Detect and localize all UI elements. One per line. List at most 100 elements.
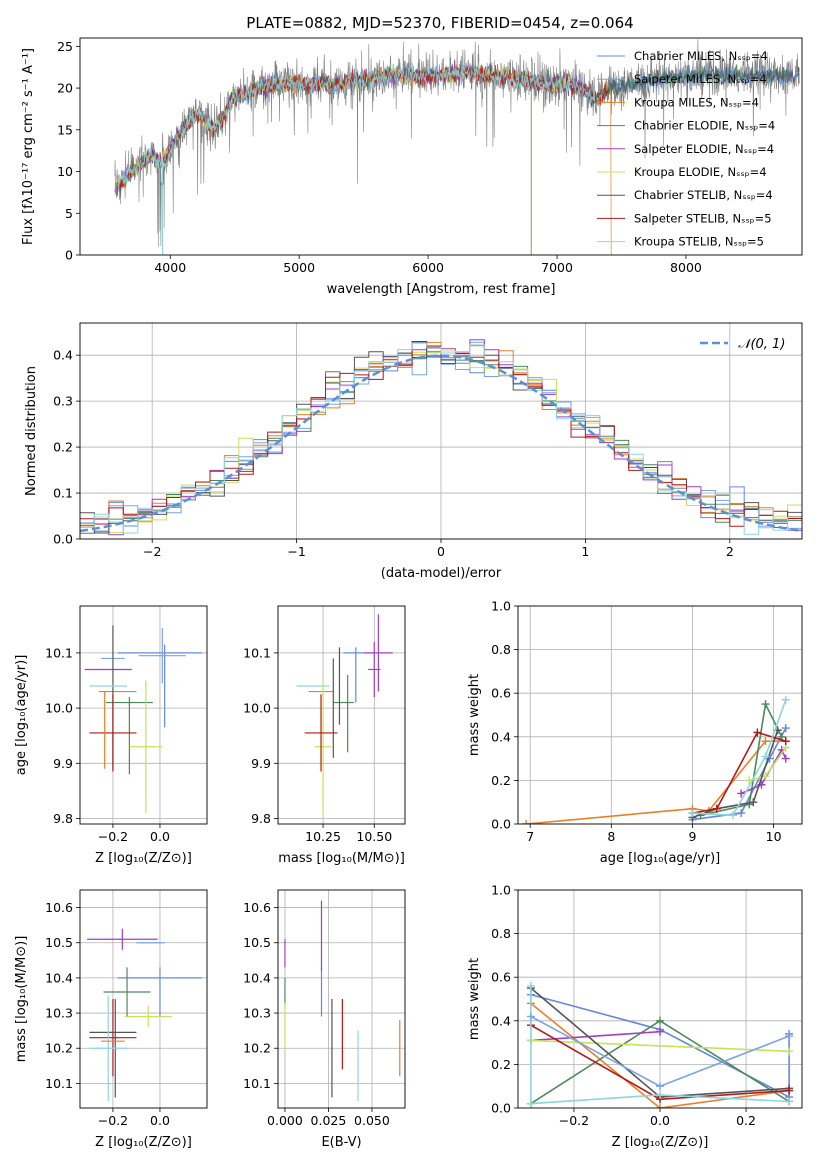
panel-age-vs-mass: 10.25 10.50 9.8 9.9 10.0 10.1 mass [log₁₀(M/M⊙… (243, 605, 406, 866)
axes-frame (79, 37, 803, 256)
weight-marker (526, 1012, 535, 1021)
x-tick-label: −0.2 (98, 829, 128, 844)
x-tick-label: 7000 (541, 260, 573, 275)
y-tick-label: 10.1 (243, 645, 271, 660)
x-tick-label: 10 (766, 829, 782, 844)
weight-marker (737, 809, 746, 818)
y-tick-label: 0.4 (53, 348, 73, 363)
weight-line (692, 699, 787, 817)
weight-line (692, 727, 787, 821)
x-tick-label: 10.50 (356, 829, 392, 844)
y-tick-label: 0.0 (491, 1101, 511, 1116)
weight-line (530, 985, 790, 1105)
plot-area (518, 606, 802, 824)
weight-marker (745, 800, 754, 809)
legend-entry: 𝒩(0, 1) (738, 337, 785, 352)
x-axis-label: (data-model)/error (381, 566, 502, 581)
y-tick-label: 0.4 (491, 729, 511, 744)
plot-area (80, 890, 207, 1108)
y-tick-label: 10.6 (243, 900, 271, 915)
x-tick-label: 9 (688, 829, 696, 844)
x-tick-label: 4000 (154, 260, 186, 275)
y-tick-label: 10.3 (243, 1006, 271, 1021)
weight-marker (785, 1097, 794, 1106)
y-tick-label: 1.0 (491, 599, 511, 614)
weight-line (700, 701, 783, 817)
legend-entry: Kroupa ELODIE, Nₛₛₚ=4 (634, 165, 767, 179)
x-tick-label: 0 (437, 544, 445, 559)
x-tick-label: −0.2 (559, 1113, 589, 1128)
x-tick-label: −2 (143, 544, 161, 559)
data-point (87, 928, 158, 950)
normal-curve (80, 354, 800, 533)
panel-age-vs-Z: −0.2 0.0 9.8 9.9 10.0 10.1 Z [log₁₀(Z/Z⊙)] age … (14, 605, 208, 866)
data-point (364, 614, 393, 692)
weight-line (530, 1039, 790, 1053)
weight-marker (761, 737, 770, 746)
legend-entry: Salpeter STELIB, Nₛₛₚ=5 (634, 211, 772, 225)
legend-entry: Chabrier ELODIE, Nₛₛₚ=4 (634, 119, 775, 133)
x-tick-label: 0.025 (311, 1113, 347, 1128)
x-tick-label: 0.0 (150, 1113, 170, 1128)
weight-marker (526, 981, 535, 990)
legend: 𝒩(0, 1) (700, 337, 785, 352)
data-point (103, 967, 151, 1017)
x-tick-label: 0.0 (150, 829, 170, 844)
weight-marker (781, 695, 790, 704)
weight-line (530, 1030, 661, 1042)
plot-area (80, 323, 802, 539)
x-tick-label: 0.0 (650, 1113, 670, 1128)
weight-line (530, 993, 790, 1099)
x-tick-label: 1 (581, 544, 589, 559)
axes-frame (79, 889, 208, 1109)
y-tick-label: 0.1 (53, 486, 73, 501)
data-point (124, 1006, 172, 1028)
data-point (138, 628, 186, 684)
weight-marker (656, 1027, 664, 1036)
weight-marker (785, 1032, 794, 1041)
legend-entry: Kroupa STELIB, Nₛₛₚ=5 (634, 235, 764, 249)
weight-marker (526, 1099, 535, 1108)
data-point (304, 694, 338, 772)
y-tick-label: 10.5 (243, 935, 271, 950)
data-point (314, 680, 332, 813)
data-point (368, 641, 381, 698)
y-tick-label: 1.0 (491, 883, 511, 898)
data-point (129, 680, 163, 813)
weight-marker (749, 798, 758, 807)
weight-marker (737, 789, 746, 798)
weight-marker (656, 1104, 664, 1108)
axes-frame (79, 605, 208, 825)
y-axis-label: mass weight (467, 958, 482, 1040)
y-tick-label: 10.0 (45, 701, 73, 716)
panel-massweight-vs-Z: −0.2 0.0 0.2 0.0 0.2 0.4 0.6 0.8 1.0 Z [log₁₀(Z/Z… (467, 883, 803, 1150)
y-tick-label: 10.2 (45, 1041, 73, 1056)
weight-marker (522, 820, 531, 824)
plot-area (278, 606, 405, 824)
y-axis-label: Flux [fλ10⁻¹⁷ erg cm⁻² s⁻¹ A⁻¹] (21, 48, 36, 245)
x-tick-label: 0.2 (736, 1113, 756, 1128)
panel-mass-vs-Z: −0.2 0.0 10.1 10.2 10.3 10.4 10.5 10.6 Z [log₁₀(… (14, 889, 208, 1150)
weight-marker (785, 1047, 794, 1056)
y-tick-label: 0.0 (53, 532, 73, 547)
y-tick-label: 10.5 (45, 935, 73, 950)
x-tick-label: 0.050 (354, 1113, 390, 1128)
x-axis-label: Z [log₁₀(Z/Z⊙)] (95, 851, 192, 866)
figure-title: PLATE=0882, MJD=52370, FIBERID=0454, z=0… (246, 14, 633, 32)
x-tick-label: 8 (607, 829, 615, 844)
axes-frame (517, 889, 803, 1109)
y-tick-label: 10.6 (45, 900, 73, 915)
y-tick-label: 0.0 (491, 817, 511, 832)
data-point (89, 995, 128, 1101)
legend: Chabrier MILES, Nₛₛₚ=4 Salpeter MILES, Nₛ… (597, 49, 775, 249)
axes-frame (79, 322, 803, 540)
y-tick-label: 0.3 (53, 394, 73, 409)
y-tick-label: 0.2 (53, 440, 73, 455)
weight-marker (656, 1082, 664, 1091)
data-point (89, 694, 137, 772)
y-tick-label: 10.0 (243, 701, 271, 716)
legend-entry: Chabrier MILES, Nₛₛₚ=4 (634, 49, 768, 63)
y-axis-label: mass [log₁₀(M/M⊙)] (14, 936, 29, 1063)
panel-mass-vs-EBV: 0.000 0.025 0.050 10.1 10.2 10.3 10.4 10.5 10.6 E… (243, 889, 406, 1150)
